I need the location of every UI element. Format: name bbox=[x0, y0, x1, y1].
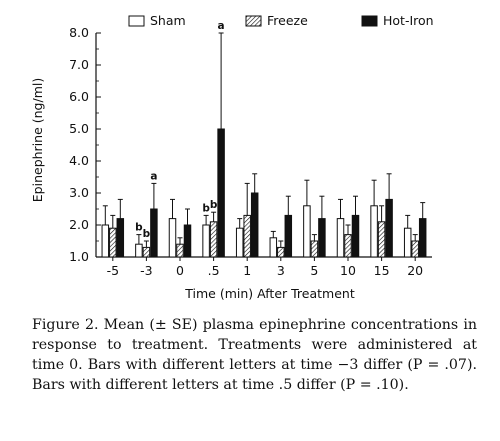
bar-open bbox=[370, 205, 378, 258]
y-tick-label: 4.0 bbox=[69, 153, 89, 168]
legend: Sham Freeze Hot-Iron bbox=[128, 13, 434, 28]
y-tick-label: 8.0 bbox=[69, 25, 89, 40]
x-tick-label: 15 bbox=[374, 263, 390, 278]
legend-label: Sham bbox=[150, 13, 186, 28]
bar-hatched bbox=[277, 246, 285, 258]
bar-hatched bbox=[411, 240, 419, 258]
significance-letter: a bbox=[218, 20, 225, 32]
bar-hatched bbox=[310, 240, 319, 258]
y-tick-label: 3.0 bbox=[69, 185, 89, 200]
y-tick-label: 1.0 bbox=[69, 249, 89, 264]
bar-hatched bbox=[209, 221, 218, 258]
x-tick-label: 0 bbox=[176, 263, 184, 278]
bar-open bbox=[235, 227, 244, 258]
legend-label: Freeze bbox=[267, 13, 308, 28]
bar-open bbox=[101, 224, 110, 258]
bar-open bbox=[135, 243, 143, 258]
bar-solid bbox=[418, 218, 427, 258]
bar-open bbox=[303, 205, 311, 258]
y-tick-label: 2.0 bbox=[69, 217, 89, 232]
bar-solid bbox=[250, 192, 259, 258]
legend-label: Hot-Iron bbox=[383, 13, 434, 28]
bar-solid bbox=[385, 198, 393, 258]
x-tick-label: -5 bbox=[107, 263, 119, 278]
bar-solid bbox=[150, 208, 158, 258]
y-axis-label: Epinephrine (ng/ml) bbox=[30, 78, 45, 202]
x-tick-label: 10 bbox=[340, 263, 356, 278]
significance-letter: b bbox=[202, 202, 210, 214]
bar-chart: Sham Freeze Hot-Iron 1.0 2.0 3.0 4.0 5.0 6.0 7.0… bbox=[30, 13, 434, 301]
bar-hatched bbox=[109, 227, 117, 258]
bar-open bbox=[168, 218, 177, 258]
bar-solid bbox=[183, 224, 192, 258]
bar-solid bbox=[351, 214, 360, 258]
bar-hatched bbox=[142, 246, 151, 258]
x-axis-label: Time (min) After Treatment bbox=[184, 286, 355, 301]
bar-open bbox=[202, 224, 210, 258]
bar-open bbox=[269, 237, 278, 258]
significance-letter: b bbox=[135, 222, 143, 234]
x-tick-label: 1 bbox=[243, 263, 251, 278]
bar-open bbox=[336, 218, 345, 258]
x-tick-label: .5 bbox=[208, 263, 220, 278]
bar-hatched bbox=[243, 214, 251, 258]
x-tick-label: 3 bbox=[277, 263, 285, 278]
significance-letter: b bbox=[143, 228, 151, 240]
bar-solid bbox=[116, 218, 125, 258]
significance-letter: a bbox=[150, 170, 157, 182]
bar-hatched bbox=[344, 234, 352, 258]
x-tick-label: -3 bbox=[140, 263, 152, 278]
legend-swatch-open bbox=[128, 15, 145, 27]
axes: 1.0 2.0 3.0 4.0 5.0 6.0 7.0 8.0 -5 -3 0 .5 1 3 5 10 15 20 bbox=[69, 25, 432, 278]
x-tick-label: 5 bbox=[310, 263, 318, 278]
bar-open bbox=[403, 227, 412, 258]
bar-solid bbox=[217, 128, 225, 258]
legend-swatch-solid bbox=[361, 15, 378, 27]
bar-solid bbox=[284, 214, 293, 258]
bar-hatched bbox=[176, 243, 184, 258]
figure-caption: Figure 2. Mean (± SE) plasma epinephrine… bbox=[32, 317, 477, 393]
legend-swatch-hatched bbox=[245, 15, 262, 27]
bar-solid bbox=[318, 218, 326, 258]
y-tick-label: 6.0 bbox=[69, 89, 89, 104]
significance-letter: b bbox=[210, 199, 218, 211]
x-tick-label: 20 bbox=[407, 263, 423, 278]
y-tick-label: 7.0 bbox=[69, 57, 89, 72]
y-tick-label: 5.0 bbox=[69, 121, 89, 136]
bar-hatched bbox=[377, 221, 386, 258]
